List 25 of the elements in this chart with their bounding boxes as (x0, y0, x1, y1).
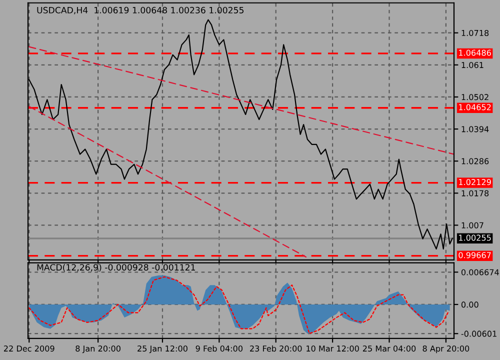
x-tick-label: 22 Dec 2009 (4, 345, 54, 352)
y-tick-label: 1.0502 (462, 94, 488, 100)
ref-line-label: 1.06486 (459, 50, 491, 56)
x-tick-label: 25 Mar 04:00 (362, 345, 416, 352)
ref-line-label: 1.04652 (459, 104, 491, 110)
x-tick-label: 9 Feb 04:00 (196, 345, 242, 352)
ref-line-label: 0.99667 (458, 252, 491, 258)
y-tick-label: 1.0718 (462, 30, 489, 36)
y-tick-label: 1.007 (462, 222, 484, 228)
x-tick-label: 8 Apr 20:00 (422, 345, 470, 354)
y-tick-label: 1.0394 (462, 126, 489, 132)
ref-line-label: 1.02129 (459, 179, 491, 186)
y-tick-label: -0.00601 (461, 330, 496, 337)
ref-line-label: 1.00255 (459, 234, 491, 241)
x-tick-label: 23 Feb 20:00 (250, 345, 302, 352)
y-tick-label: 1.0286 (462, 158, 489, 164)
y-tick-label: 0.006674 (461, 269, 499, 276)
y-tick-label: 1.0178 (462, 190, 489, 196)
y-tick-label: 0.00 (461, 302, 478, 308)
y-tick-label: 1.061 (462, 62, 484, 68)
chart-title: USDCAD,H4 1.00619 1.00648 1.00236 1.00255 (37, 6, 244, 14)
chart-title: MACD(12,26,9) -0.000928 -0.001121 (37, 264, 195, 272)
x-tick-label: 8 Jan 20:00 (76, 345, 120, 354)
x-tick-label: 10 Mar 12:00 (306, 345, 359, 352)
x-tick-label: 25 Jan 12:00 (138, 345, 188, 354)
